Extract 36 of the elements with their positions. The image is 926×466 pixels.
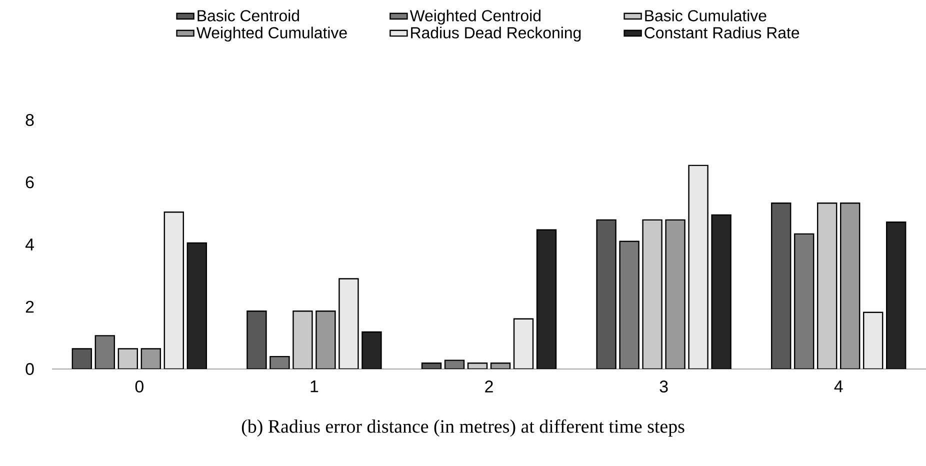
legend-label: Weighted Cumulative xyxy=(196,26,347,42)
bar xyxy=(711,214,732,370)
x-tick-label: 4 xyxy=(834,380,843,392)
bar xyxy=(886,222,906,370)
bar xyxy=(362,331,382,370)
bar xyxy=(817,202,838,370)
x-tick-label: 1 xyxy=(310,380,318,392)
legend-label: Basic Centroid xyxy=(198,10,299,22)
bar xyxy=(596,219,616,370)
bar xyxy=(338,278,359,370)
bar xyxy=(246,310,267,370)
legend-label: Weighted Centroid xyxy=(410,10,540,25)
bar xyxy=(513,318,534,370)
legend-label: Constant Radius Rate xyxy=(644,26,800,38)
legend-label: Basic Cumulative xyxy=(645,10,766,22)
bar xyxy=(642,219,662,370)
bar xyxy=(292,310,313,370)
x-tick-label: 0 xyxy=(135,380,144,393)
bar xyxy=(688,164,708,370)
y-tick-label: 2 xyxy=(26,300,34,313)
y-tick-label: 0 xyxy=(26,363,34,376)
bar xyxy=(771,202,792,370)
bar xyxy=(186,242,207,370)
bar xyxy=(794,233,814,370)
bar xyxy=(94,335,115,370)
y-tick-label: 6 xyxy=(26,176,34,188)
bar xyxy=(619,240,640,370)
legend-label: Radius Dead Reckoning xyxy=(411,26,581,42)
text: (b) Radius error distance (in metres) at different time steps xyxy=(242,419,684,437)
x-tick-label: 2 xyxy=(485,380,493,392)
bar xyxy=(536,229,557,370)
y-tick-label: 4 xyxy=(25,238,34,250)
bar xyxy=(164,212,184,370)
bar xyxy=(863,312,884,370)
y-tick-label: 8 xyxy=(26,114,34,126)
x-tick-label: 3 xyxy=(660,380,668,393)
